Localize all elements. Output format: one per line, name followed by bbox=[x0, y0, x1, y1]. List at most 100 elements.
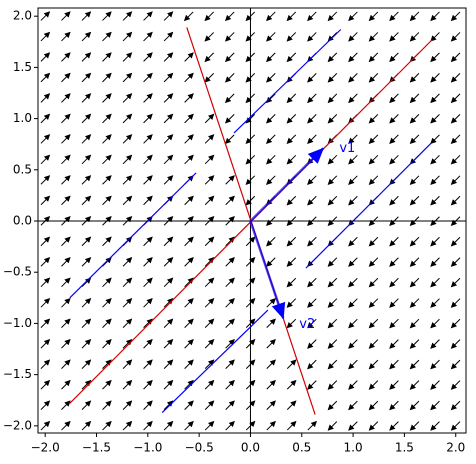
field-arrow bbox=[430, 380, 440, 390]
field-arrow bbox=[204, 257, 215, 267]
field-arrow bbox=[430, 298, 440, 308]
y-tick-label: 2.0 bbox=[13, 9, 32, 23]
field-arrow bbox=[122, 11, 133, 21]
field-arrow bbox=[348, 73, 358, 83]
field-arrow bbox=[348, 154, 358, 165]
field-arrow bbox=[81, 400, 92, 410]
field-arrow bbox=[102, 297, 112, 308]
field-arrow bbox=[102, 11, 112, 21]
field-arrow bbox=[450, 114, 461, 124]
field-arrow bbox=[224, 93, 235, 104]
field-arrow bbox=[184, 93, 194, 103]
field-arrow bbox=[266, 400, 276, 410]
field-arrow bbox=[409, 298, 420, 308]
field-arrow bbox=[409, 32, 420, 42]
field-arrow bbox=[204, 11, 215, 22]
field-arrow bbox=[450, 11, 461, 22]
y-tick-label: 1.5 bbox=[13, 60, 32, 74]
field-arrow bbox=[266, 257, 276, 267]
field-arrow bbox=[307, 134, 317, 145]
field-arrow bbox=[40, 236, 51, 247]
y-tick-label: −2.0 bbox=[3, 418, 32, 432]
field-arrow bbox=[102, 93, 112, 103]
field-arrow bbox=[348, 134, 358, 145]
field-arrow bbox=[163, 297, 174, 308]
field-arrow bbox=[307, 175, 317, 185]
field-arrow bbox=[81, 113, 92, 124]
field-arrow bbox=[102, 379, 112, 390]
field-arrow bbox=[368, 359, 379, 370]
field-arrow bbox=[327, 11, 338, 22]
field-arrow bbox=[368, 380, 379, 390]
field-arrow bbox=[102, 31, 112, 42]
field-arrow bbox=[122, 338, 133, 349]
field-arrow bbox=[163, 11, 174, 21]
field-arrow bbox=[266, 236, 276, 247]
field-arrow bbox=[102, 400, 112, 410]
field-arrow bbox=[61, 236, 71, 247]
x-tick-label: 0.5 bbox=[292, 441, 311, 455]
field-arrow bbox=[225, 400, 235, 410]
field-arrow bbox=[102, 52, 112, 62]
field-arrow bbox=[389, 380, 399, 390]
field-arrow bbox=[368, 421, 379, 431]
field-arrow bbox=[348, 236, 358, 247]
field-arrow bbox=[389, 134, 399, 145]
field-arrow bbox=[327, 298, 338, 308]
field-arrow bbox=[225, 359, 235, 369]
field-arrow bbox=[450, 400, 461, 411]
field-arrow bbox=[368, 400, 379, 411]
field-arrow bbox=[143, 236, 153, 247]
x-tick-label: 1.0 bbox=[344, 441, 363, 455]
field-arrow bbox=[368, 298, 379, 308]
field-arrow bbox=[368, 114, 379, 124]
field-arrow bbox=[40, 31, 51, 42]
field-arrow bbox=[204, 175, 215, 185]
field-arrow bbox=[368, 32, 379, 42]
field-arrow bbox=[327, 380, 338, 390]
y-tick-label: 1.0 bbox=[13, 111, 32, 125]
field-arrow bbox=[430, 257, 440, 267]
field-arrow bbox=[348, 318, 358, 329]
field-arrow bbox=[61, 420, 71, 431]
field-arrow bbox=[286, 359, 297, 369]
field-arrow bbox=[40, 379, 51, 390]
field-arrow bbox=[430, 52, 440, 63]
field-arrow bbox=[389, 154, 399, 165]
field-arrow bbox=[368, 11, 379, 22]
field-arrow bbox=[143, 318, 153, 329]
field-arrow bbox=[102, 175, 112, 185]
field-arrow bbox=[225, 195, 235, 206]
field-arrow bbox=[409, 380, 420, 390]
field-arrow bbox=[348, 11, 358, 22]
field-arrow bbox=[450, 277, 461, 288]
field-arrow bbox=[266, 318, 276, 329]
field-arrow bbox=[307, 114, 317, 124]
field-arrow bbox=[225, 420, 235, 431]
field-arrow bbox=[389, 93, 399, 104]
field-arrow bbox=[204, 277, 215, 288]
field-arrow bbox=[143, 154, 153, 165]
field-arrow bbox=[450, 134, 461, 145]
field-arrow bbox=[184, 338, 194, 349]
field-arrow bbox=[266, 420, 276, 431]
field-arrow bbox=[163, 134, 174, 144]
field-arrow bbox=[348, 93, 358, 104]
field-arrow bbox=[286, 93, 297, 104]
field-arrow bbox=[430, 236, 440, 247]
field-arrow bbox=[224, 134, 235, 145]
eigenvector bbox=[249, 220, 286, 320]
field-arrow bbox=[430, 318, 440, 329]
field-arrow bbox=[266, 114, 276, 124]
field-arrow bbox=[61, 297, 71, 308]
field-arrow bbox=[327, 195, 338, 206]
field-arrow bbox=[307, 195, 317, 206]
field-arrow bbox=[143, 175, 153, 185]
field-arrow bbox=[348, 400, 358, 411]
field-arrow bbox=[143, 195, 153, 206]
field-arrow bbox=[389, 32, 399, 42]
field-arrow bbox=[266, 32, 276, 42]
field-arrow bbox=[450, 359, 461, 370]
field-arrow bbox=[286, 318, 297, 329]
